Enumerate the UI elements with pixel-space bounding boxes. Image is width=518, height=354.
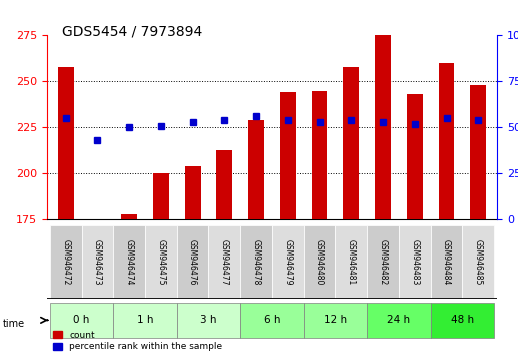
Bar — [217, 149, 232, 219]
FancyBboxPatch shape — [113, 303, 177, 338]
FancyBboxPatch shape — [50, 225, 81, 299]
FancyBboxPatch shape — [463, 225, 494, 299]
Text: GSM946472: GSM946472 — [61, 239, 70, 285]
Bar — [343, 67, 359, 219]
Text: GSM946480: GSM946480 — [315, 239, 324, 285]
Bar — [57, 67, 74, 219]
Bar — [153, 173, 169, 219]
FancyBboxPatch shape — [208, 225, 240, 299]
Text: 12 h: 12 h — [324, 315, 347, 325]
Bar — [121, 214, 137, 219]
Text: time: time — [3, 319, 25, 329]
Bar — [375, 35, 391, 219]
Text: GSM946483: GSM946483 — [410, 239, 419, 285]
FancyBboxPatch shape — [399, 225, 430, 299]
Text: GSM946485: GSM946485 — [474, 239, 483, 285]
Text: 3 h: 3 h — [200, 315, 217, 325]
FancyBboxPatch shape — [336, 225, 367, 299]
Text: GSM946478: GSM946478 — [252, 239, 261, 285]
FancyBboxPatch shape — [304, 303, 367, 338]
Bar — [407, 94, 423, 219]
Text: GSM946476: GSM946476 — [188, 239, 197, 285]
FancyBboxPatch shape — [304, 225, 336, 299]
Text: GSM946477: GSM946477 — [220, 239, 229, 285]
Text: GDS5454 / 7973894: GDS5454 / 7973894 — [62, 25, 203, 39]
Text: GSM946479: GSM946479 — [283, 239, 292, 285]
FancyBboxPatch shape — [367, 225, 399, 299]
FancyBboxPatch shape — [367, 303, 430, 338]
FancyBboxPatch shape — [50, 303, 113, 338]
FancyBboxPatch shape — [240, 225, 272, 299]
Bar — [439, 63, 454, 219]
Text: 48 h: 48 h — [451, 315, 474, 325]
Bar — [470, 85, 486, 219]
Bar — [280, 92, 296, 219]
FancyBboxPatch shape — [81, 225, 113, 299]
Text: GSM946484: GSM946484 — [442, 239, 451, 285]
FancyBboxPatch shape — [145, 225, 177, 299]
Legend: count, percentile rank within the sample: count, percentile rank within the sample — [51, 329, 224, 353]
FancyBboxPatch shape — [177, 225, 208, 299]
FancyBboxPatch shape — [272, 225, 304, 299]
Text: 6 h: 6 h — [264, 315, 280, 325]
Text: GSM946475: GSM946475 — [156, 239, 165, 285]
Text: GSM946474: GSM946474 — [125, 239, 134, 285]
FancyBboxPatch shape — [177, 303, 240, 338]
Text: 1 h: 1 h — [137, 315, 153, 325]
FancyBboxPatch shape — [430, 303, 494, 338]
Text: GSM946482: GSM946482 — [379, 239, 387, 285]
FancyBboxPatch shape — [113, 225, 145, 299]
Text: GSM946473: GSM946473 — [93, 239, 102, 285]
Bar — [312, 91, 327, 219]
Text: GSM946481: GSM946481 — [347, 239, 356, 285]
Text: 0 h: 0 h — [74, 315, 90, 325]
FancyBboxPatch shape — [240, 303, 304, 338]
Text: 24 h: 24 h — [387, 315, 410, 325]
Bar — [185, 166, 200, 219]
Bar — [248, 120, 264, 219]
FancyBboxPatch shape — [430, 225, 463, 299]
